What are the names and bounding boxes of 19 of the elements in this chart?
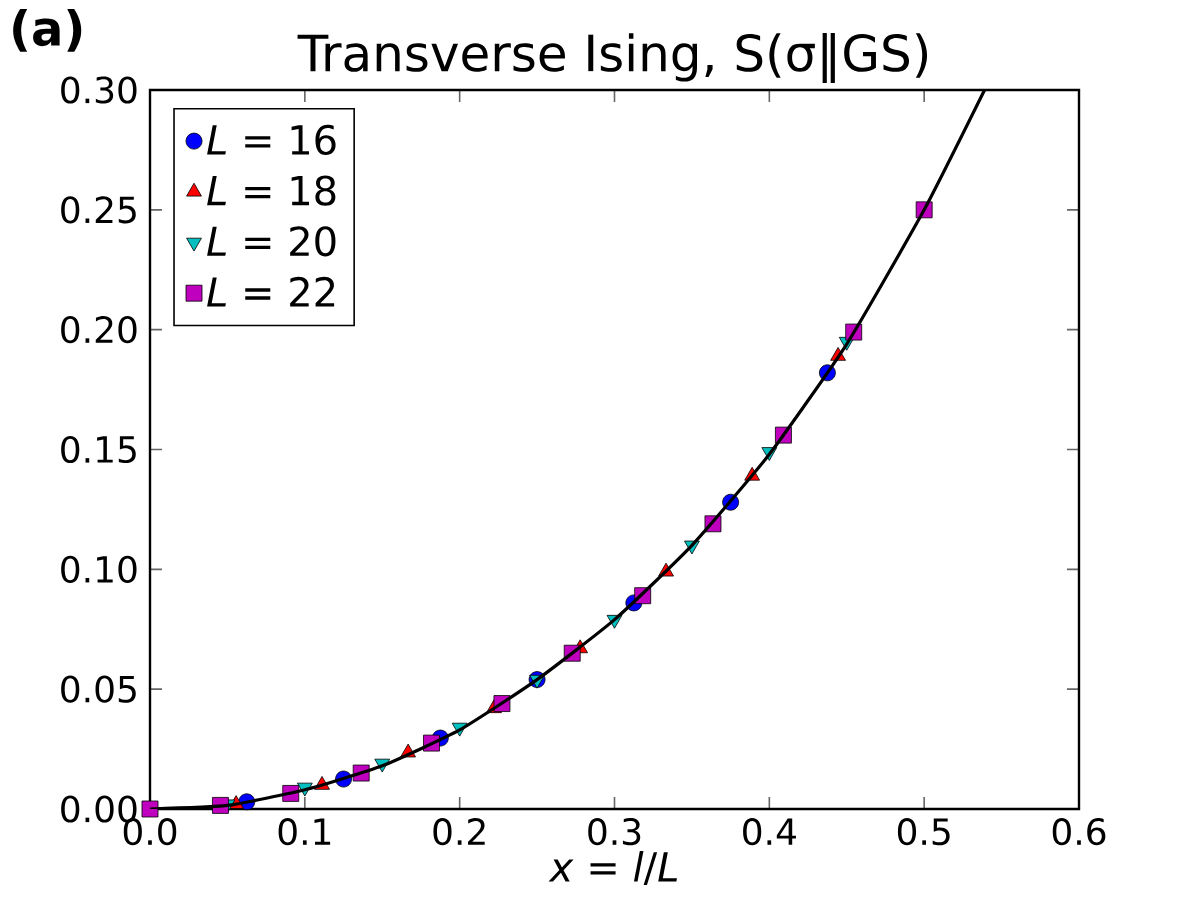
x-tick-label: 0.3 xyxy=(588,818,641,846)
legend-label: L = 20 xyxy=(207,226,336,257)
chart-title: Transverse Ising, S(σ‖GS) xyxy=(297,32,928,83)
x-tick-label: 0.6 xyxy=(1052,818,1106,846)
y-tick-label: 0.15 xyxy=(61,435,136,464)
text: (a) xyxy=(13,9,82,52)
y-tick-label: 0.25 xyxy=(61,196,136,224)
y-tick-label: 0.10 xyxy=(61,555,137,583)
x-tick-label: 0.5 xyxy=(897,818,950,846)
legend-label: L = 16 xyxy=(207,124,336,156)
x-axis-title: x = l/L xyxy=(548,851,678,886)
y-tick-label: 0.30 xyxy=(61,76,137,104)
x-tick-label: 0.4 xyxy=(743,818,796,846)
legend-label: L = 18 xyxy=(207,175,336,206)
x-tick-label: 0.2 xyxy=(433,818,485,846)
legend-label: L = 22 xyxy=(207,276,335,307)
y-tick-label: 0.05 xyxy=(61,675,136,703)
x-tick-label: 0.1 xyxy=(278,818,331,846)
y-tick-label: 0.20 xyxy=(61,316,137,344)
